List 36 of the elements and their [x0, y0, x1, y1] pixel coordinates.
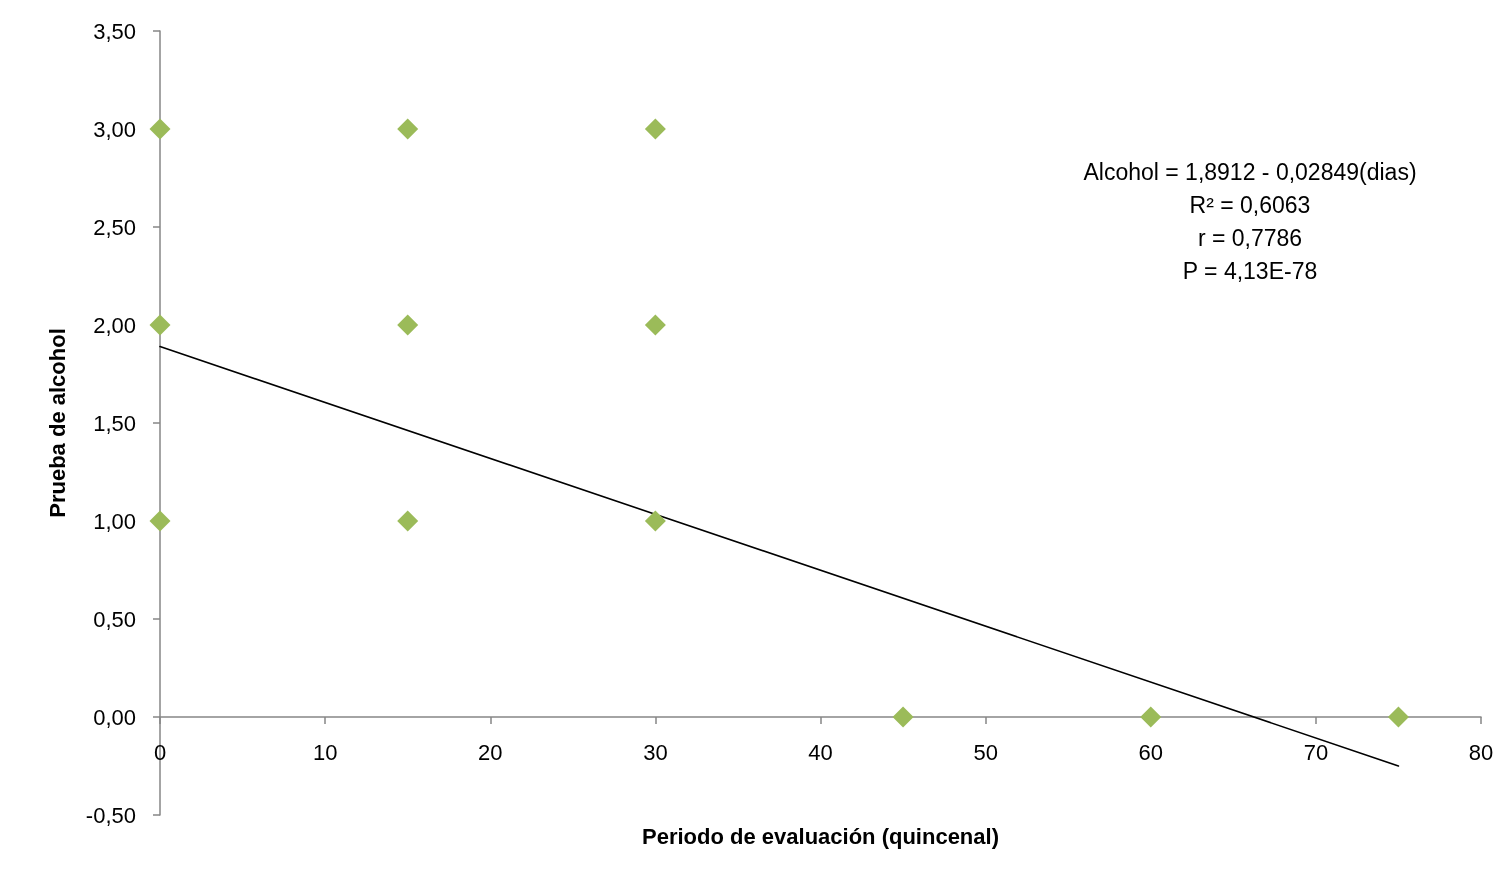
y-tick-label: 3,00	[93, 116, 136, 142]
y-tick-label: 3,50	[93, 18, 136, 44]
x-tick-label: 80	[1468, 739, 1494, 765]
point	[397, 118, 419, 140]
y-tick-label: 0,00	[93, 704, 136, 730]
y-tick-label: 0,50	[93, 606, 136, 632]
y-tick-label: 2,00	[93, 312, 136, 338]
x-tick-label: 50	[973, 739, 998, 765]
point	[1387, 706, 1409, 728]
x-tick-label: 60	[1138, 739, 1163, 765]
point	[644, 118, 666, 140]
x-tick-label: 30	[643, 739, 668, 765]
y-tick-label: 1,00	[93, 508, 136, 534]
x-axis-title: Periodo de evaluación (quincenal)	[642, 823, 999, 849]
y-tick-label: 1,50	[93, 410, 136, 436]
y-tick-label: -0,50	[85, 802, 136, 828]
y-tick-label: 2,50	[93, 214, 136, 240]
point	[644, 510, 666, 532]
x-tick-label: 70	[1303, 739, 1329, 765]
annotation: r = 0,7786	[1197, 225, 1303, 251]
x-tick-label: 10	[312, 739, 338, 765]
point	[149, 314, 171, 336]
point	[1140, 706, 1162, 728]
annotation: R² = 0,6063	[1189, 192, 1311, 218]
point	[892, 706, 914, 728]
point	[397, 314, 419, 336]
point	[644, 314, 666, 336]
annotation: P = 4,13E-78	[1182, 258, 1318, 284]
x-tick-label: 40	[808, 739, 833, 765]
point	[149, 118, 171, 140]
point	[397, 510, 419, 532]
y-axis-title: Prueba de alcohol	[44, 328, 70, 518]
x-tick-label: 20	[478, 739, 503, 765]
annotation: Alcohol = 1,8912 - 0,02849(dias)	[1083, 159, 1417, 185]
point	[149, 510, 171, 532]
x-tick-label: 0	[153, 739, 167, 765]
